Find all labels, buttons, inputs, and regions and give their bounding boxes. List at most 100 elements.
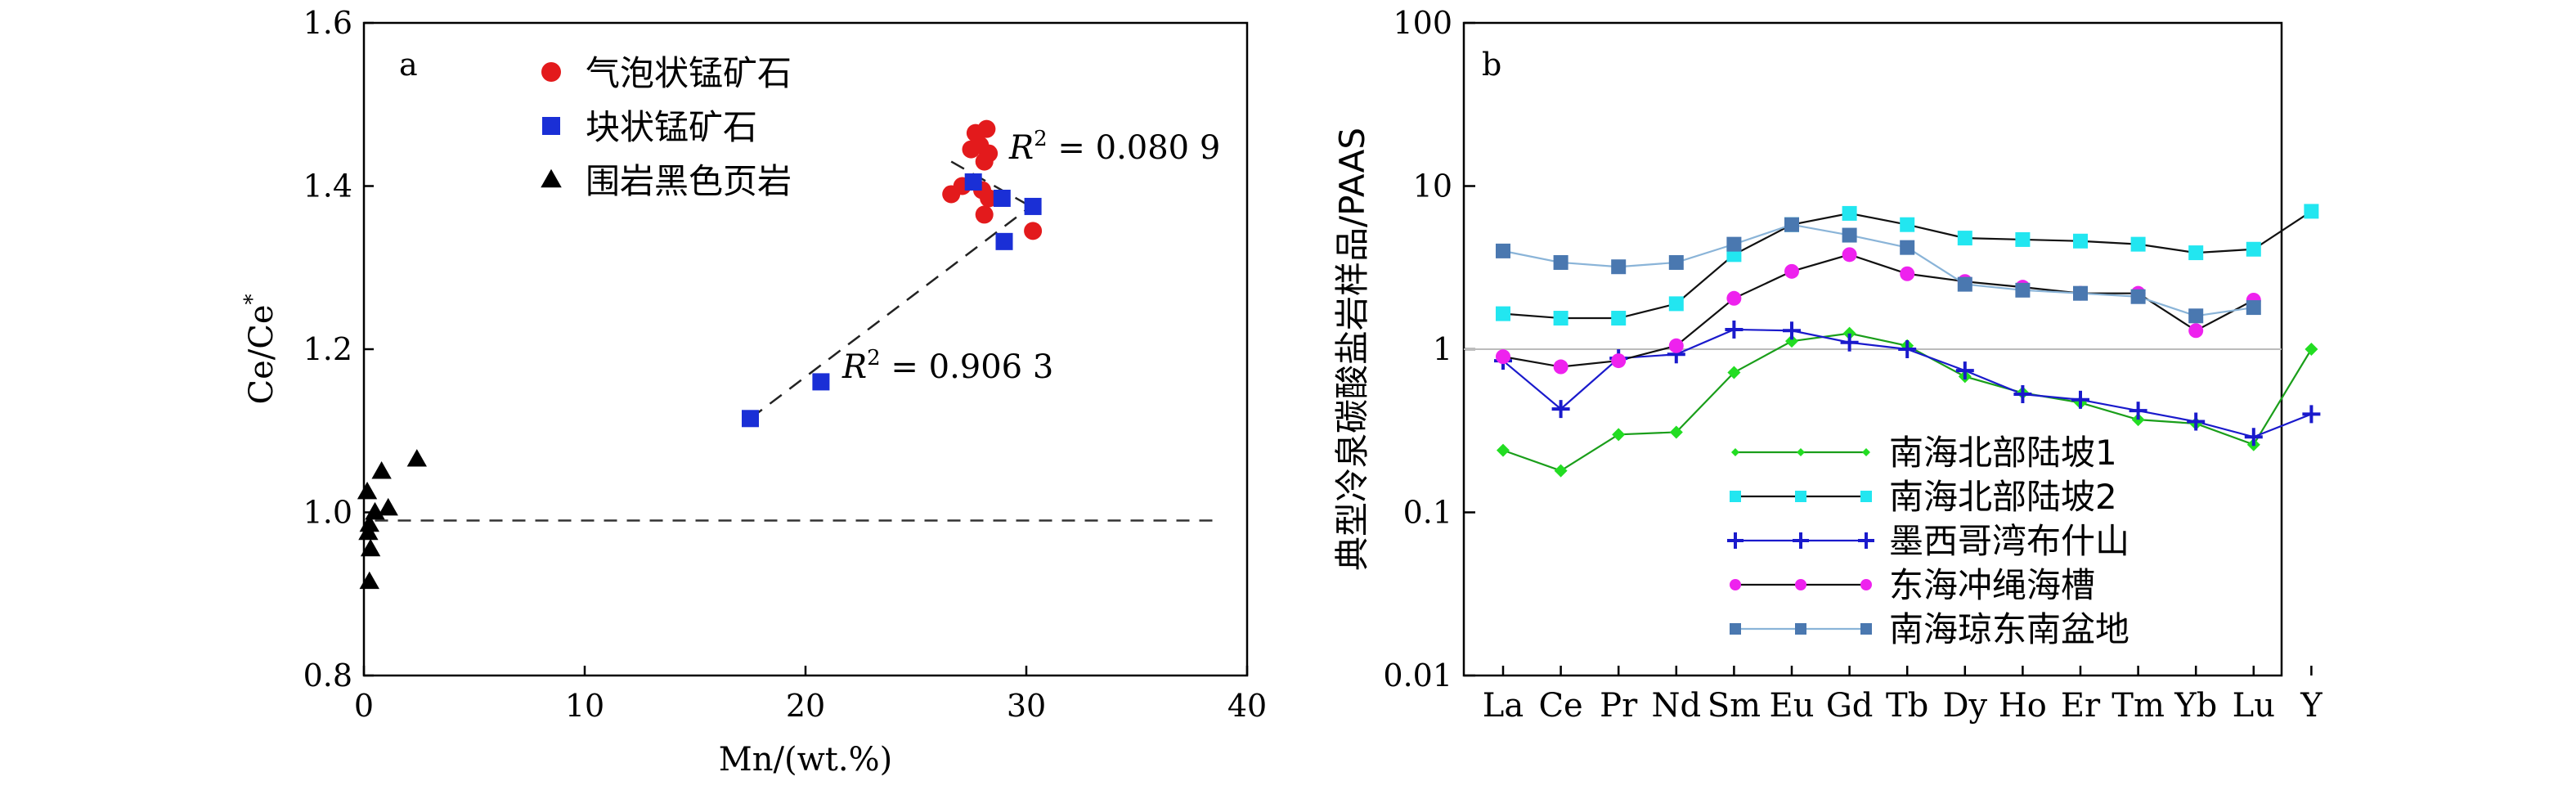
panel-a-r2-text-1-r: R — [841, 348, 867, 386]
panel-b-point-2-11 — [2129, 402, 2147, 420]
panel-b-x-tick-label-11: Tm — [2112, 687, 2165, 725]
panel-b-point-4-0 — [1496, 243, 1510, 258]
panel-b-point-0-14 — [2304, 343, 2318, 356]
panel-b-legend-label-3: 东海冲绳海槽 — [1889, 565, 2095, 605]
panel-b-x-tick-label-12: Yb — [2174, 687, 2217, 725]
panel-b-x-tick-label-2: Pr — [1600, 687, 1638, 725]
panel-a-y-axis-label: Ce/Ce* — [240, 294, 280, 404]
panel-a-point-0-7 — [975, 152, 994, 171]
panel-a-point-2-8 — [406, 449, 427, 467]
panel-b-x-tick-label-10: Er — [2061, 687, 2101, 725]
panel-b-legend-marker-0-1 — [1797, 448, 1805, 456]
panel-b-y-tick-label-2: 1 — [1433, 331, 1452, 367]
panel-b-point-2-10 — [2071, 390, 2089, 409]
panel-a-point-2-6 — [371, 461, 392, 479]
panel-b-point-2-13 — [2244, 428, 2263, 447]
panel-b-legend-marker-0-2 — [1862, 448, 1870, 456]
panel-a-r2-text-1-sup: 2 — [867, 346, 881, 370]
panel-b-point-0-1 — [1554, 464, 1568, 478]
panel-a-legend-label-1: 块状锰矿石 — [586, 107, 757, 147]
panel-b-legend-marker-4-1 — [1795, 623, 1806, 635]
panel-b-x-tick-label-6: Gd — [1826, 687, 1874, 725]
panel-b-legend-marker-2-1 — [1793, 532, 1809, 549]
panel-b-point-1-6 — [1842, 205, 1857, 221]
panel-a-point-2-7 — [378, 497, 398, 516]
panel-b-y-tick-label-0: 0.01 — [1383, 658, 1452, 693]
panel-b-point-2-9 — [2013, 385, 2032, 404]
panel-a-point-2-4 — [359, 571, 379, 590]
panel-a-point-1-0 — [742, 410, 759, 428]
panel-a-point-0-9 — [980, 189, 999, 208]
panel-b-point-2-4 — [1725, 320, 1744, 339]
panel-a-point-2-3 — [360, 538, 381, 557]
panel-b-point-2-5 — [1783, 321, 1801, 340]
panel-b-x-tick-label-0: La — [1483, 687, 1524, 725]
panel-a-r2-label-2: R2 = 0.080 9 — [1008, 127, 1220, 167]
panel-a-legend-marker-2 — [541, 168, 562, 188]
panel-a-x-tick-label-3: 30 — [1007, 688, 1046, 724]
panel-b-x-tick-label-13: Lu — [2233, 687, 2275, 725]
panel-a-trendline-1 — [749, 205, 1032, 420]
panel-a-point-2-2 — [358, 522, 379, 541]
panel-b-x-tick-label-4: Sm — [1708, 687, 1761, 725]
panel-b-point-1-11 — [2130, 236, 2146, 252]
panel-a-point-0-5 — [977, 119, 996, 138]
panel-b-point-2-6 — [1840, 333, 1859, 352]
panel-b-legend-marker-2-0 — [1727, 532, 1744, 549]
panel-b-point-4-8 — [1957, 276, 1972, 292]
panel-b-label: b — [1482, 47, 1501, 83]
panel-b-point-0-0 — [1497, 443, 1510, 457]
panel-a-y-tick-label-4: 1.6 — [303, 5, 352, 41]
panel-a-r2-text-2-r: R — [1008, 129, 1034, 167]
panel-a-point-0-10 — [975, 205, 994, 224]
panel-b-point-4-2 — [1611, 259, 1627, 275]
panel-a-y-axis-label-main: Ce/Ce — [243, 304, 280, 404]
panel-a-ticks: 0 10 20 30 40 0.8 1.0 1.2 1.4 1.6 — [303, 5, 1268, 724]
panel-b-point-3-2 — [1611, 353, 1627, 369]
panel-a-trendlines — [749, 160, 1032, 420]
panel-b-point-1-13 — [2246, 241, 2261, 257]
panel-b-legend-marker-3-0 — [1730, 579, 1741, 590]
panel-b-point-0-2 — [1612, 428, 1626, 442]
panel-a-x-tick-label-1: 10 — [565, 688, 604, 724]
panel-b-point-4-6 — [1842, 227, 1857, 243]
panel-b-legend-marker-1-0 — [1730, 491, 1741, 502]
panel-b-point-3-0 — [1496, 349, 1510, 365]
panel-b-legend-label-0: 南海北部陆坡1 — [1889, 433, 2117, 473]
panel-b-point-1-2 — [1611, 311, 1627, 326]
panel-b-legend-label-4: 南海琼东南盆地 — [1889, 609, 2129, 649]
panel-a-y-axis-label-sup: * — [240, 294, 265, 304]
panel-a-point-2-0 — [357, 481, 378, 500]
panel-a-point-1-1 — [812, 373, 830, 391]
panel-b-point-3-1 — [1553, 359, 1568, 375]
panel-b-point-3-5 — [1784, 263, 1799, 279]
panel-b-point-4-7 — [1900, 240, 1915, 255]
panel-b-point-4-5 — [1784, 217, 1799, 232]
panel-b-point-1-9 — [2015, 231, 2031, 247]
panel-b-point-4-4 — [1726, 236, 1742, 252]
panel-b-point-2-1 — [1551, 400, 1570, 419]
panel-b-y-tick-label-1: 0.1 — [1403, 495, 1452, 531]
panel-a-points — [357, 119, 1043, 590]
panel-b-point-4-13 — [2246, 300, 2261, 316]
panel-a-point-0-11 — [1024, 222, 1043, 240]
panel-b-point-1-1 — [1553, 311, 1568, 326]
panel-b-legend-marker-0-0 — [1731, 448, 1739, 456]
panel-b-point-2-14 — [2302, 405, 2321, 424]
panel-b-legend-marker-3-1 — [1795, 579, 1806, 590]
panel-b-point-1-3 — [1668, 296, 1684, 312]
panel-b-legend-marker-1-1 — [1795, 491, 1806, 502]
panel-a-legend-marker-0 — [541, 62, 561, 82]
panel-b-point-3-12 — [2188, 323, 2204, 339]
panel-b-point-0-5 — [1785, 334, 1798, 348]
panel-b-point-4-1 — [1553, 254, 1568, 270]
panel-a-point-1-5 — [1024, 197, 1042, 215]
panel-b-point-3-7 — [1900, 266, 1915, 281]
panel-b-x-tick-label-3: Nd — [1651, 687, 1701, 725]
panel-b-legend-marker-2-2 — [1858, 532, 1874, 549]
panel-a-r2-text-2-value: = 0.080 9 — [1048, 129, 1221, 167]
panel-a-x-axis-label: Mn/(wt.%) — [719, 741, 892, 779]
panel-b-x-tick-label-8: Dy — [1942, 687, 1987, 725]
